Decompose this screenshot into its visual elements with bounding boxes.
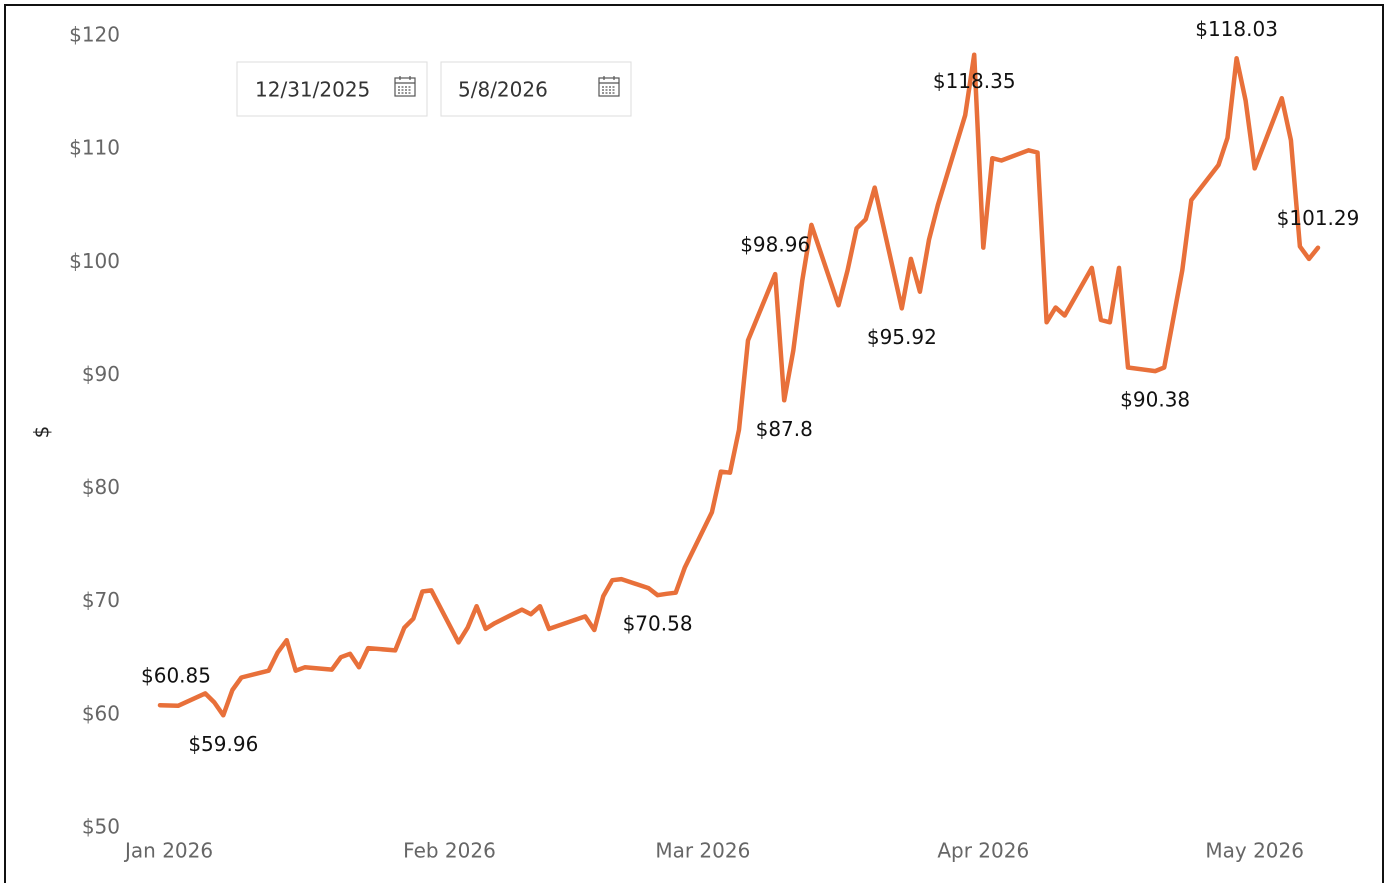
data-label: $70.58 [623, 612, 693, 636]
price-line [157, 52, 1321, 718]
data-label: $95.92 [867, 325, 937, 349]
calendar-icon[interactable] [394, 76, 416, 97]
data-label: $98.96 [740, 233, 810, 257]
y-tick-label: $70 [82, 588, 120, 612]
y-axis-title: $ [30, 426, 54, 439]
data-label: $87.8 [756, 417, 813, 441]
data-label: $101.29 [1277, 206, 1360, 230]
x-tick-label: May 2026 [1205, 839, 1304, 863]
data-label: $90.38 [1120, 388, 1190, 412]
y-tick-label: $90 [82, 362, 120, 386]
data-label: $59.96 [188, 732, 258, 756]
data-label: $118.03 [1195, 17, 1278, 41]
x-tick-label: Apr 2026 [937, 839, 1029, 863]
frame [4, 4, 1384, 883]
y-tick-label: $100 [69, 249, 120, 273]
start-date-slicer[interactable]: 12/31/2025 [236, 61, 428, 117]
data-label: $118.35 [933, 69, 1016, 93]
end-date-slicer[interactable]: 5/8/2026 [440, 61, 632, 117]
calendar-icon[interactable] [598, 76, 620, 97]
slicer-box[interactable] [440, 61, 632, 117]
y-tick-label: $80 [82, 475, 120, 499]
data-label: $60.85 [141, 664, 211, 688]
x-tick-label: Mar 2026 [655, 839, 750, 863]
y-tick-label: $110 [69, 136, 120, 160]
y-tick-label: $50 [82, 815, 120, 839]
slicer-text[interactable]: 5/8/2026 [458, 78, 548, 102]
x-tick-label: Jan 2026 [123, 839, 213, 863]
x-tick-label: Feb 2026 [403, 839, 496, 863]
y-tick-label: $120 [69, 23, 120, 47]
y-tick-label: $60 [82, 701, 120, 725]
slicer-text[interactable]: 12/31/2025 [255, 78, 370, 102]
